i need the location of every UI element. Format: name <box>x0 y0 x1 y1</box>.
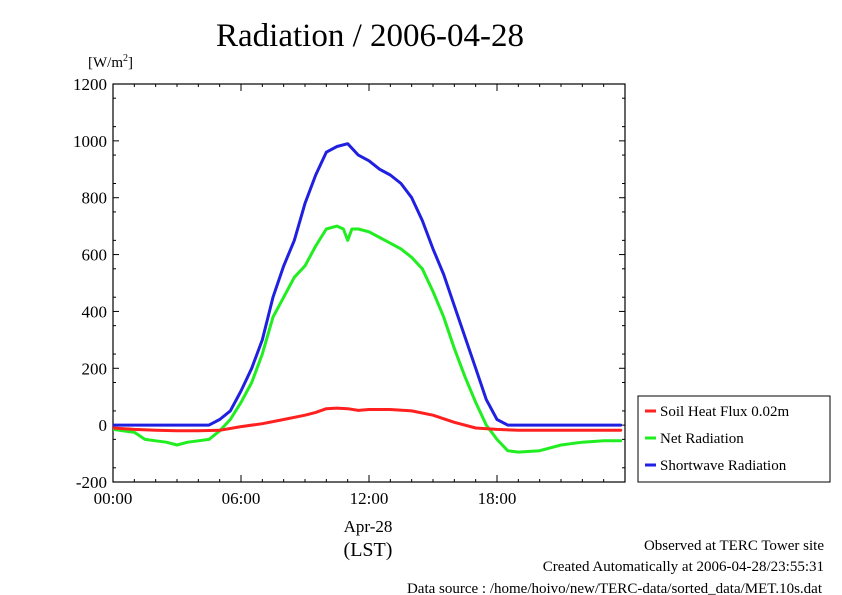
chart-title: Radiation / 2006-04-28 <box>216 18 524 54</box>
y-axis: -200 0 200 400 600 800 1000 1200 <box>73 75 625 492</box>
y-tick-label: 200 <box>82 359 108 378</box>
series-line-net-radiation <box>113 224 623 454</box>
y-tick-label: 600 <box>82 246 108 265</box>
y-tick-label: 800 <box>82 189 108 208</box>
plot-frame <box>112 83 626 483</box>
y-tick-label: 0 <box>99 416 108 435</box>
legend-label: Shortwave Radiation <box>660 458 787 474</box>
series-line-shortwave-radiation <box>113 142 623 427</box>
legend-label: Soil Heat Flux 0.02m <box>660 404 790 420</box>
x-timezone-label: (LST) <box>344 539 393 561</box>
footer-observed: Observed at TERC Tower site <box>644 538 824 554</box>
x-axis: 00:00 06:00 12:00 18:00 <box>94 84 605 508</box>
footer-created: Created Automatically at 2006-04-28/23:5… <box>543 559 824 575</box>
legend: Soil Heat Flux 0.02m Net Radiation Shortwa… <box>637 395 831 483</box>
y-tick-label: 1200 <box>73 75 107 94</box>
x-tick-label: 18:00 <box>478 489 517 508</box>
y-tick-label: 1000 <box>73 132 107 151</box>
x-tick-label: 12:00 <box>350 489 389 508</box>
x-tick-label: 00:00 <box>94 489 133 508</box>
x-date-label: Apr-28 <box>344 517 393 536</box>
series-layer <box>113 142 623 454</box>
y-tick-label: -200 <box>76 473 107 492</box>
x-tick-label: 06:00 <box>222 489 261 508</box>
y-axis-unit: [W/m2] <box>88 53 133 71</box>
series-line-soil-heat-flux-0-02m <box>113 406 623 433</box>
legend-label: Net Radiation <box>660 431 744 447</box>
legend-box <box>637 395 831 483</box>
y-tick-label: 400 <box>82 302 108 321</box>
footer-data-source: Data source : /home/hoivo/new/TERC-data/… <box>407 581 823 595</box>
